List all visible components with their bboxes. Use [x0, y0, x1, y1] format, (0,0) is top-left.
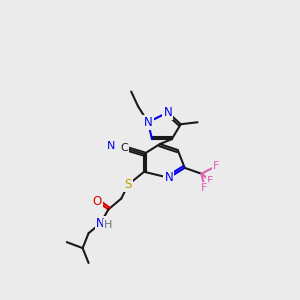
Text: F: F	[213, 161, 220, 171]
Text: N: N	[144, 116, 152, 129]
Text: S: S	[124, 178, 132, 191]
Text: N: N	[164, 171, 173, 184]
Text: O: O	[93, 195, 102, 208]
Text: F: F	[201, 183, 208, 193]
Text: C: C	[120, 143, 128, 153]
Text: N: N	[164, 106, 172, 119]
Text: F: F	[207, 176, 214, 186]
Text: N: N	[96, 217, 105, 230]
Text: H: H	[104, 220, 112, 230]
Text: N: N	[107, 141, 116, 151]
